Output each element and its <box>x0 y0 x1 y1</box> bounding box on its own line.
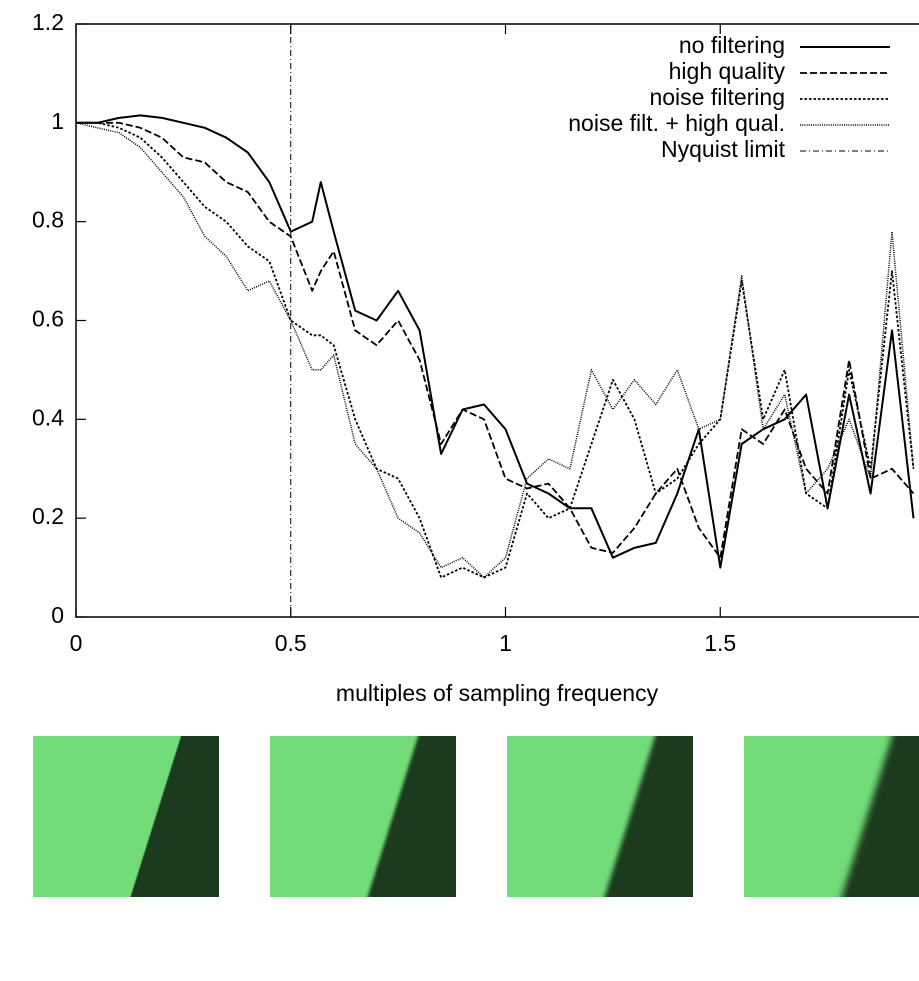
y-tick-label: 0.2 <box>32 503 64 529</box>
y-tick-label: 1.2 <box>32 9 64 35</box>
x-tick-label: 1 <box>499 630 512 656</box>
plot-frame <box>75 23 919 618</box>
x-tick-label: 0 <box>70 630 83 656</box>
y-tick-label: 0 <box>51 602 64 628</box>
sample-image <box>744 736 919 897</box>
y-tick-label: 0.8 <box>32 207 64 233</box>
legend-label: noise filtering <box>649 84 785 110</box>
sample-image <box>507 736 693 897</box>
x-tick-label: 1.5 <box>704 630 736 656</box>
data-line <box>76 121 915 559</box>
y-tick-label: 1 <box>51 108 64 134</box>
sample-image <box>270 736 456 897</box>
data-line <box>75 122 915 579</box>
y-tick-label: 0.4 <box>32 404 64 430</box>
legend-label: no filtering <box>679 32 785 58</box>
x-tick-label: 0.5 <box>275 630 307 656</box>
legend-label: high quality <box>669 58 786 84</box>
x-axis-label: multiples of sampling frequency <box>336 680 659 706</box>
y-tick-label: 0.6 <box>32 306 64 332</box>
sample-image <box>33 736 219 897</box>
legend-label: noise filt. + high qual. <box>568 110 785 136</box>
data-line <box>76 121 915 579</box>
data-line <box>76 114 915 569</box>
legend-label: Nyquist limit <box>661 136 786 162</box>
